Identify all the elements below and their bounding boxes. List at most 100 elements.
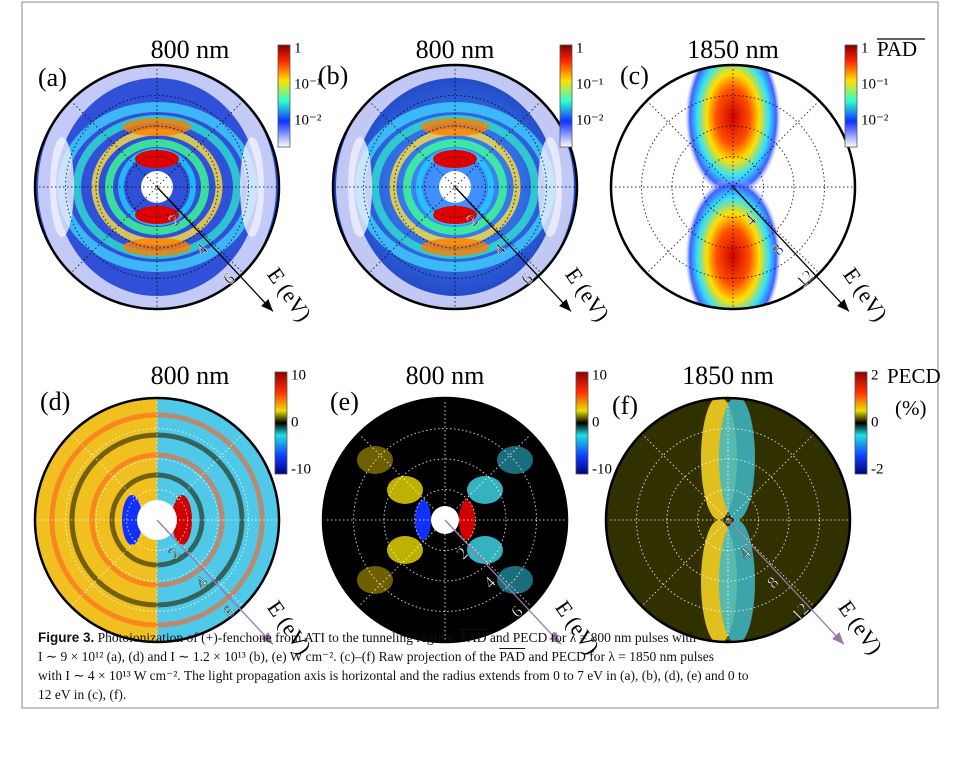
colorbar-tick-label: 1 bbox=[576, 40, 584, 56]
panel-border bbox=[321, 396, 569, 644]
heatmap-patch bbox=[357, 566, 393, 594]
heatmap-ring bbox=[105, 139, 209, 235]
panel-title: 1850 nm bbox=[687, 35, 779, 64]
figure-frame bbox=[21, 1, 939, 709]
colorbar-tick-label: -10 bbox=[592, 461, 612, 477]
colorbar-tick-label: 10 bbox=[291, 367, 306, 383]
colorbar bbox=[575, 371, 589, 475]
grid-circle bbox=[95, 458, 219, 582]
grid-spoke bbox=[646, 100, 820, 274]
caption-text: with I ∼ 4 × 10¹³ W cm⁻². The light prop… bbox=[38, 668, 749, 683]
caption-text: and PECD for λ = 1850 nm pulses bbox=[525, 649, 715, 664]
panel-title: 800 nm bbox=[406, 361, 485, 390]
colorbar bbox=[559, 44, 573, 148]
panel: 246 E (eV)800 nm(b)110⁻¹10⁻² bbox=[318, 35, 615, 326]
grid-circle bbox=[65, 428, 249, 612]
heatmap-patch bbox=[387, 476, 423, 504]
energy-arrowhead bbox=[832, 632, 844, 645]
heatmap-patch bbox=[497, 446, 533, 474]
caption-line: I ∼ 9 × 10¹² (a), (d) and I ∼ 1.2 × 10¹³… bbox=[38, 647, 928, 666]
colorbar-tick-label: 0 bbox=[291, 414, 299, 430]
heatmap-lobe bbox=[123, 118, 191, 136]
panel-title: 800 nm bbox=[416, 35, 495, 64]
heatmap-lobe bbox=[719, 398, 755, 520]
heatmap-patch bbox=[467, 536, 503, 564]
caption-line: 12 eV in (c), (f). bbox=[38, 685, 928, 704]
caption-text: Figure 3. bbox=[38, 630, 95, 645]
grid-spoke bbox=[358, 433, 532, 607]
panel-label: (d) bbox=[40, 387, 70, 416]
energy-arrowhead bbox=[549, 632, 561, 645]
grid-spoke bbox=[358, 433, 532, 607]
grid-spoke bbox=[70, 433, 244, 607]
heatmap-patch bbox=[467, 476, 503, 504]
colorbar-tick-label: 10⁻¹ bbox=[294, 76, 321, 92]
colorbar bbox=[854, 371, 868, 475]
caption-text: I ∼ 9 × 10¹² (a), (d) and I ∼ 1.2 × 10¹³… bbox=[38, 649, 500, 664]
heatmap-lobe bbox=[421, 238, 489, 256]
energy-axis bbox=[732, 186, 850, 312]
grid-circle bbox=[666, 458, 790, 582]
grid-spoke bbox=[368, 100, 542, 274]
energy-axis-label: E (eV) bbox=[262, 263, 316, 326]
colorbar-tick-label: 2 bbox=[871, 367, 879, 383]
energy-axis bbox=[454, 186, 572, 312]
grid-circle bbox=[65, 95, 249, 279]
colorbar-unit: (%) bbox=[895, 396, 926, 420]
grid-circle bbox=[671, 125, 795, 249]
panel-label: (e) bbox=[330, 387, 359, 416]
energy-arrowhead bbox=[559, 299, 571, 312]
panel-label: (a) bbox=[38, 63, 67, 92]
colorbar bbox=[277, 44, 291, 148]
colorbar-tick-label: 10⁻¹ bbox=[576, 76, 603, 92]
colorbar-tick-label: 10⁻² bbox=[294, 112, 322, 128]
colorbar bbox=[844, 44, 858, 148]
panel-title: 800 nm bbox=[151, 361, 230, 390]
panel-title: 800 nm bbox=[151, 35, 230, 64]
colorbar-tick-label: 10⁻² bbox=[861, 112, 889, 128]
heatmap-lobe bbox=[719, 520, 755, 642]
panel-border bbox=[33, 63, 281, 311]
caption-text: 12 eV in (c), (f). bbox=[38, 687, 127, 702]
heatmap-lobe bbox=[433, 206, 477, 224]
caption-text: and PECD for λ = 800 nm pulses with bbox=[486, 630, 696, 645]
heatmap-side bbox=[348, 137, 372, 237]
heatmap-lobe bbox=[433, 150, 477, 168]
grid-spoke bbox=[641, 433, 815, 607]
grid-spoke bbox=[368, 100, 542, 274]
panel: 246 E (eV)800 nm(a)110⁻¹10⁻² bbox=[33, 35, 322, 326]
colorbar-tick-label: 1 bbox=[861, 40, 869, 56]
panel-title: 1850 nm bbox=[682, 361, 774, 390]
colorbar-tick-label: 10 bbox=[592, 367, 607, 383]
grid-spoke bbox=[70, 433, 244, 607]
grid-spoke bbox=[70, 100, 244, 274]
colorbar-tick-label: -10 bbox=[291, 461, 311, 477]
heatmap-lobe bbox=[123, 238, 191, 256]
heatmap-patch bbox=[387, 536, 423, 564]
heatmap-patch bbox=[497, 566, 533, 594]
heatmap-lobe bbox=[172, 495, 192, 545]
caption-line: with I ∼ 4 × 10¹³ W cm⁻². The light prop… bbox=[38, 666, 928, 685]
panel: 246 E (eV)800 nm(e)100-10 bbox=[321, 361, 612, 659]
colorbar-tick-label: 10⁻² bbox=[576, 112, 604, 128]
grid-circle bbox=[383, 458, 507, 582]
caption: Figure 3. Photoionization of (+)-fenchon… bbox=[38, 628, 928, 704]
energy-axis bbox=[156, 186, 274, 312]
heatmap-lobe bbox=[421, 118, 489, 136]
caption-line: Figure 3. Photoionization of (+)-fenchon… bbox=[38, 628, 928, 647]
caption-text: PAD bbox=[499, 649, 526, 664]
colorbar-tick-label: 0 bbox=[592, 414, 600, 430]
grid-circle bbox=[393, 125, 517, 249]
energy-axis bbox=[727, 519, 845, 645]
colorbar-label: PAD bbox=[877, 37, 917, 61]
heatmap-lobe bbox=[135, 150, 179, 168]
panel-label: (f) bbox=[612, 391, 638, 420]
energy-arrowhead bbox=[261, 632, 273, 645]
grid-spoke bbox=[70, 100, 244, 274]
panel-border bbox=[609, 63, 857, 311]
heatmap-ring bbox=[403, 139, 507, 235]
